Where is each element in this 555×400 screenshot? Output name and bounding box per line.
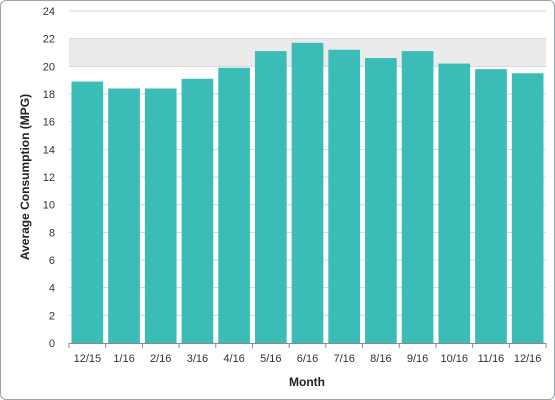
bar-3-16 (181, 78, 214, 344)
x-tick-label: 8/16 (370, 353, 391, 365)
y-tick-label: 6 (49, 255, 55, 267)
bar-9-16 (401, 51, 434, 343)
x-tick-label: 6/16 (297, 353, 318, 365)
axes (68, 343, 547, 348)
x-axis-title: Month (289, 375, 325, 389)
bar-10-16 (438, 63, 471, 344)
x-tick-label: 7/16 (333, 353, 354, 365)
bar-4-16 (218, 67, 250, 343)
x-tick-label: 12/15 (74, 353, 102, 365)
bar-12-16 (511, 73, 544, 343)
bar-6-16 (291, 42, 324, 344)
y-tick-label: 22 (43, 34, 55, 46)
x-tick-label: 5/16 (260, 353, 281, 365)
bar-7-16 (328, 49, 361, 343)
bar-12-15 (71, 81, 104, 344)
y-tick-label: 0 (49, 338, 55, 350)
x-tick-label: 10/16 (441, 353, 469, 365)
y-tick-label: 20 (43, 61, 55, 73)
y-tick-label: 16 (43, 117, 55, 129)
y-tick-label: 14 (43, 144, 55, 156)
x-tick-labels: 12/15 1/16 2/16 3/16 4/16 5/16 6/16 7/16 8/16 9/1… (74, 353, 542, 365)
x-tick-label: 2/16 (150, 353, 171, 365)
y-tick-label: 2 (49, 310, 55, 322)
x-tick-label: 11/16 (478, 353, 505, 365)
y-tick-label: 8 (49, 227, 55, 239)
y-tick-label: 24 (43, 6, 55, 18)
bar-5-16 (254, 51, 287, 343)
y-tick-label: 12 (43, 172, 55, 184)
x-tick-label: 1/16 (113, 353, 134, 365)
bar-8-16 (365, 58, 397, 344)
x-tick-label: 3/16 (187, 353, 208, 365)
x-tick-label: 4/16 (223, 353, 244, 365)
y-axis-title: Average Consumption (MPG) (18, 94, 32, 260)
bar-2-16 (144, 88, 177, 343)
y-tick-label: 4 (49, 283, 55, 295)
bars (71, 42, 544, 344)
y-tick-label: 18 (43, 89, 55, 101)
x-tick-label: 12/16 (514, 353, 542, 365)
x-tick-label: 9/16 (407, 353, 428, 365)
y-tick-label: 10 (43, 200, 55, 212)
bar-11-16 (475, 69, 507, 343)
bar-1-16 (108, 88, 140, 343)
